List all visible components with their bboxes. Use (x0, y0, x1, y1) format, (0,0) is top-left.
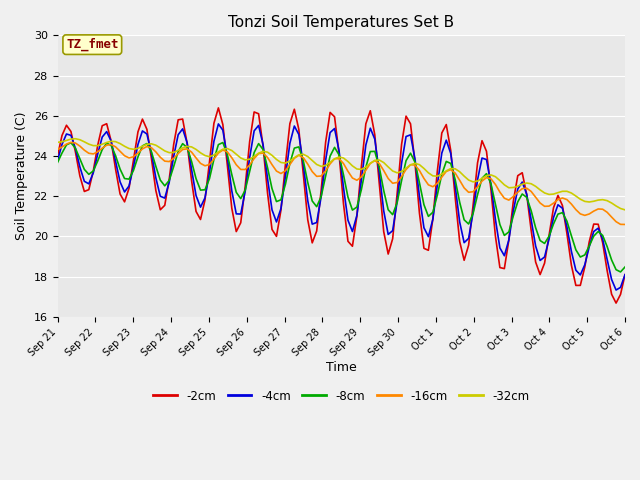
Y-axis label: Soil Temperature (C): Soil Temperature (C) (15, 112, 28, 240)
Text: TZ_fmet: TZ_fmet (66, 38, 118, 51)
X-axis label: Time: Time (326, 360, 356, 373)
Title: Tonzi Soil Temperatures Set B: Tonzi Soil Temperatures Set B (228, 15, 454, 30)
Legend: -2cm, -4cm, -8cm, -16cm, -32cm: -2cm, -4cm, -8cm, -16cm, -32cm (148, 385, 534, 407)
